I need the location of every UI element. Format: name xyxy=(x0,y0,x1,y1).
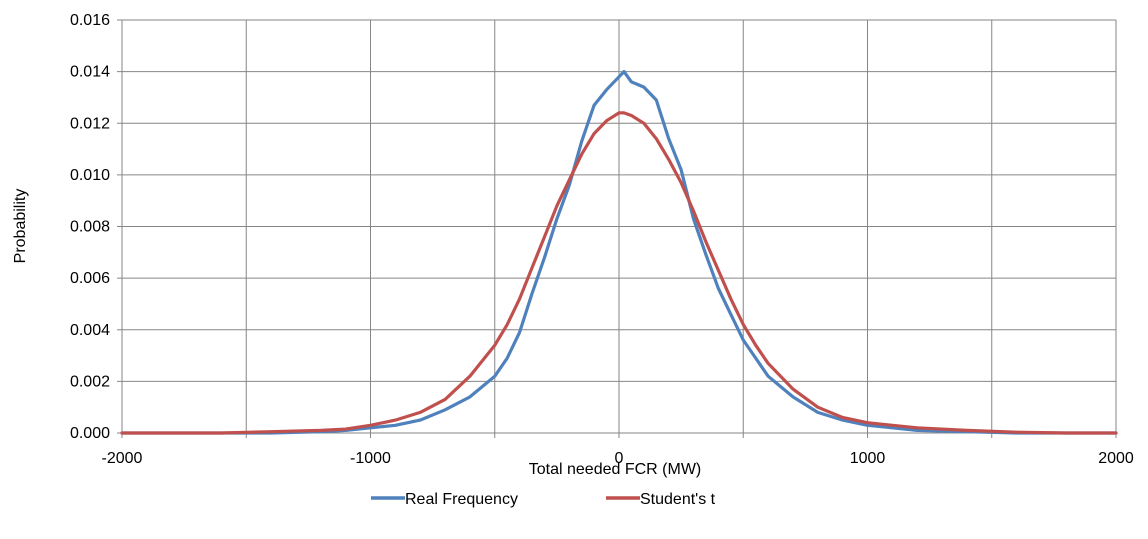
series-line-real-frequency xyxy=(120,69,1118,435)
y-tick-label: 0.006 xyxy=(70,270,110,287)
plot-area xyxy=(117,19,1117,438)
y-tick-labels: 0.000 0.002 0.004 0.006 0.008 0.010 0.012 0.014… xyxy=(70,12,110,442)
y-tick-label: 0.014 xyxy=(70,64,110,81)
y-tick-label: 0.016 xyxy=(70,12,110,29)
x-tick-label: 2000 xyxy=(1098,450,1134,467)
x-tick-label: 1000 xyxy=(850,450,886,467)
x-tick-label: -1000 xyxy=(350,450,391,467)
y-axis-title: Probability xyxy=(12,189,29,264)
y-tick-label: 0.002 xyxy=(70,373,110,390)
legend: Real Frequency Student's t xyxy=(371,491,716,508)
series-line-students-t xyxy=(120,111,1118,435)
legend-label: Student's t xyxy=(640,491,716,508)
y-tick-label: 0.008 xyxy=(70,219,110,236)
y-tick-label: 0.012 xyxy=(70,115,110,132)
legend-label: Real Frequency xyxy=(405,491,518,508)
series-layer xyxy=(120,69,1118,435)
gridlines xyxy=(121,19,1117,434)
x-tick-label: 0 xyxy=(615,450,624,467)
y-tick-label: 0.010 xyxy=(70,167,110,184)
x-tick-label: -2000 xyxy=(102,450,143,467)
y-tick-label: 0.000 xyxy=(70,425,110,442)
x-tick-labels: -2000 -1000 0 1000 2000 xyxy=(102,450,1134,467)
x-axis-title: Total needed FCR (MW) xyxy=(529,461,702,478)
y-tick-label: 0.004 xyxy=(70,322,110,339)
